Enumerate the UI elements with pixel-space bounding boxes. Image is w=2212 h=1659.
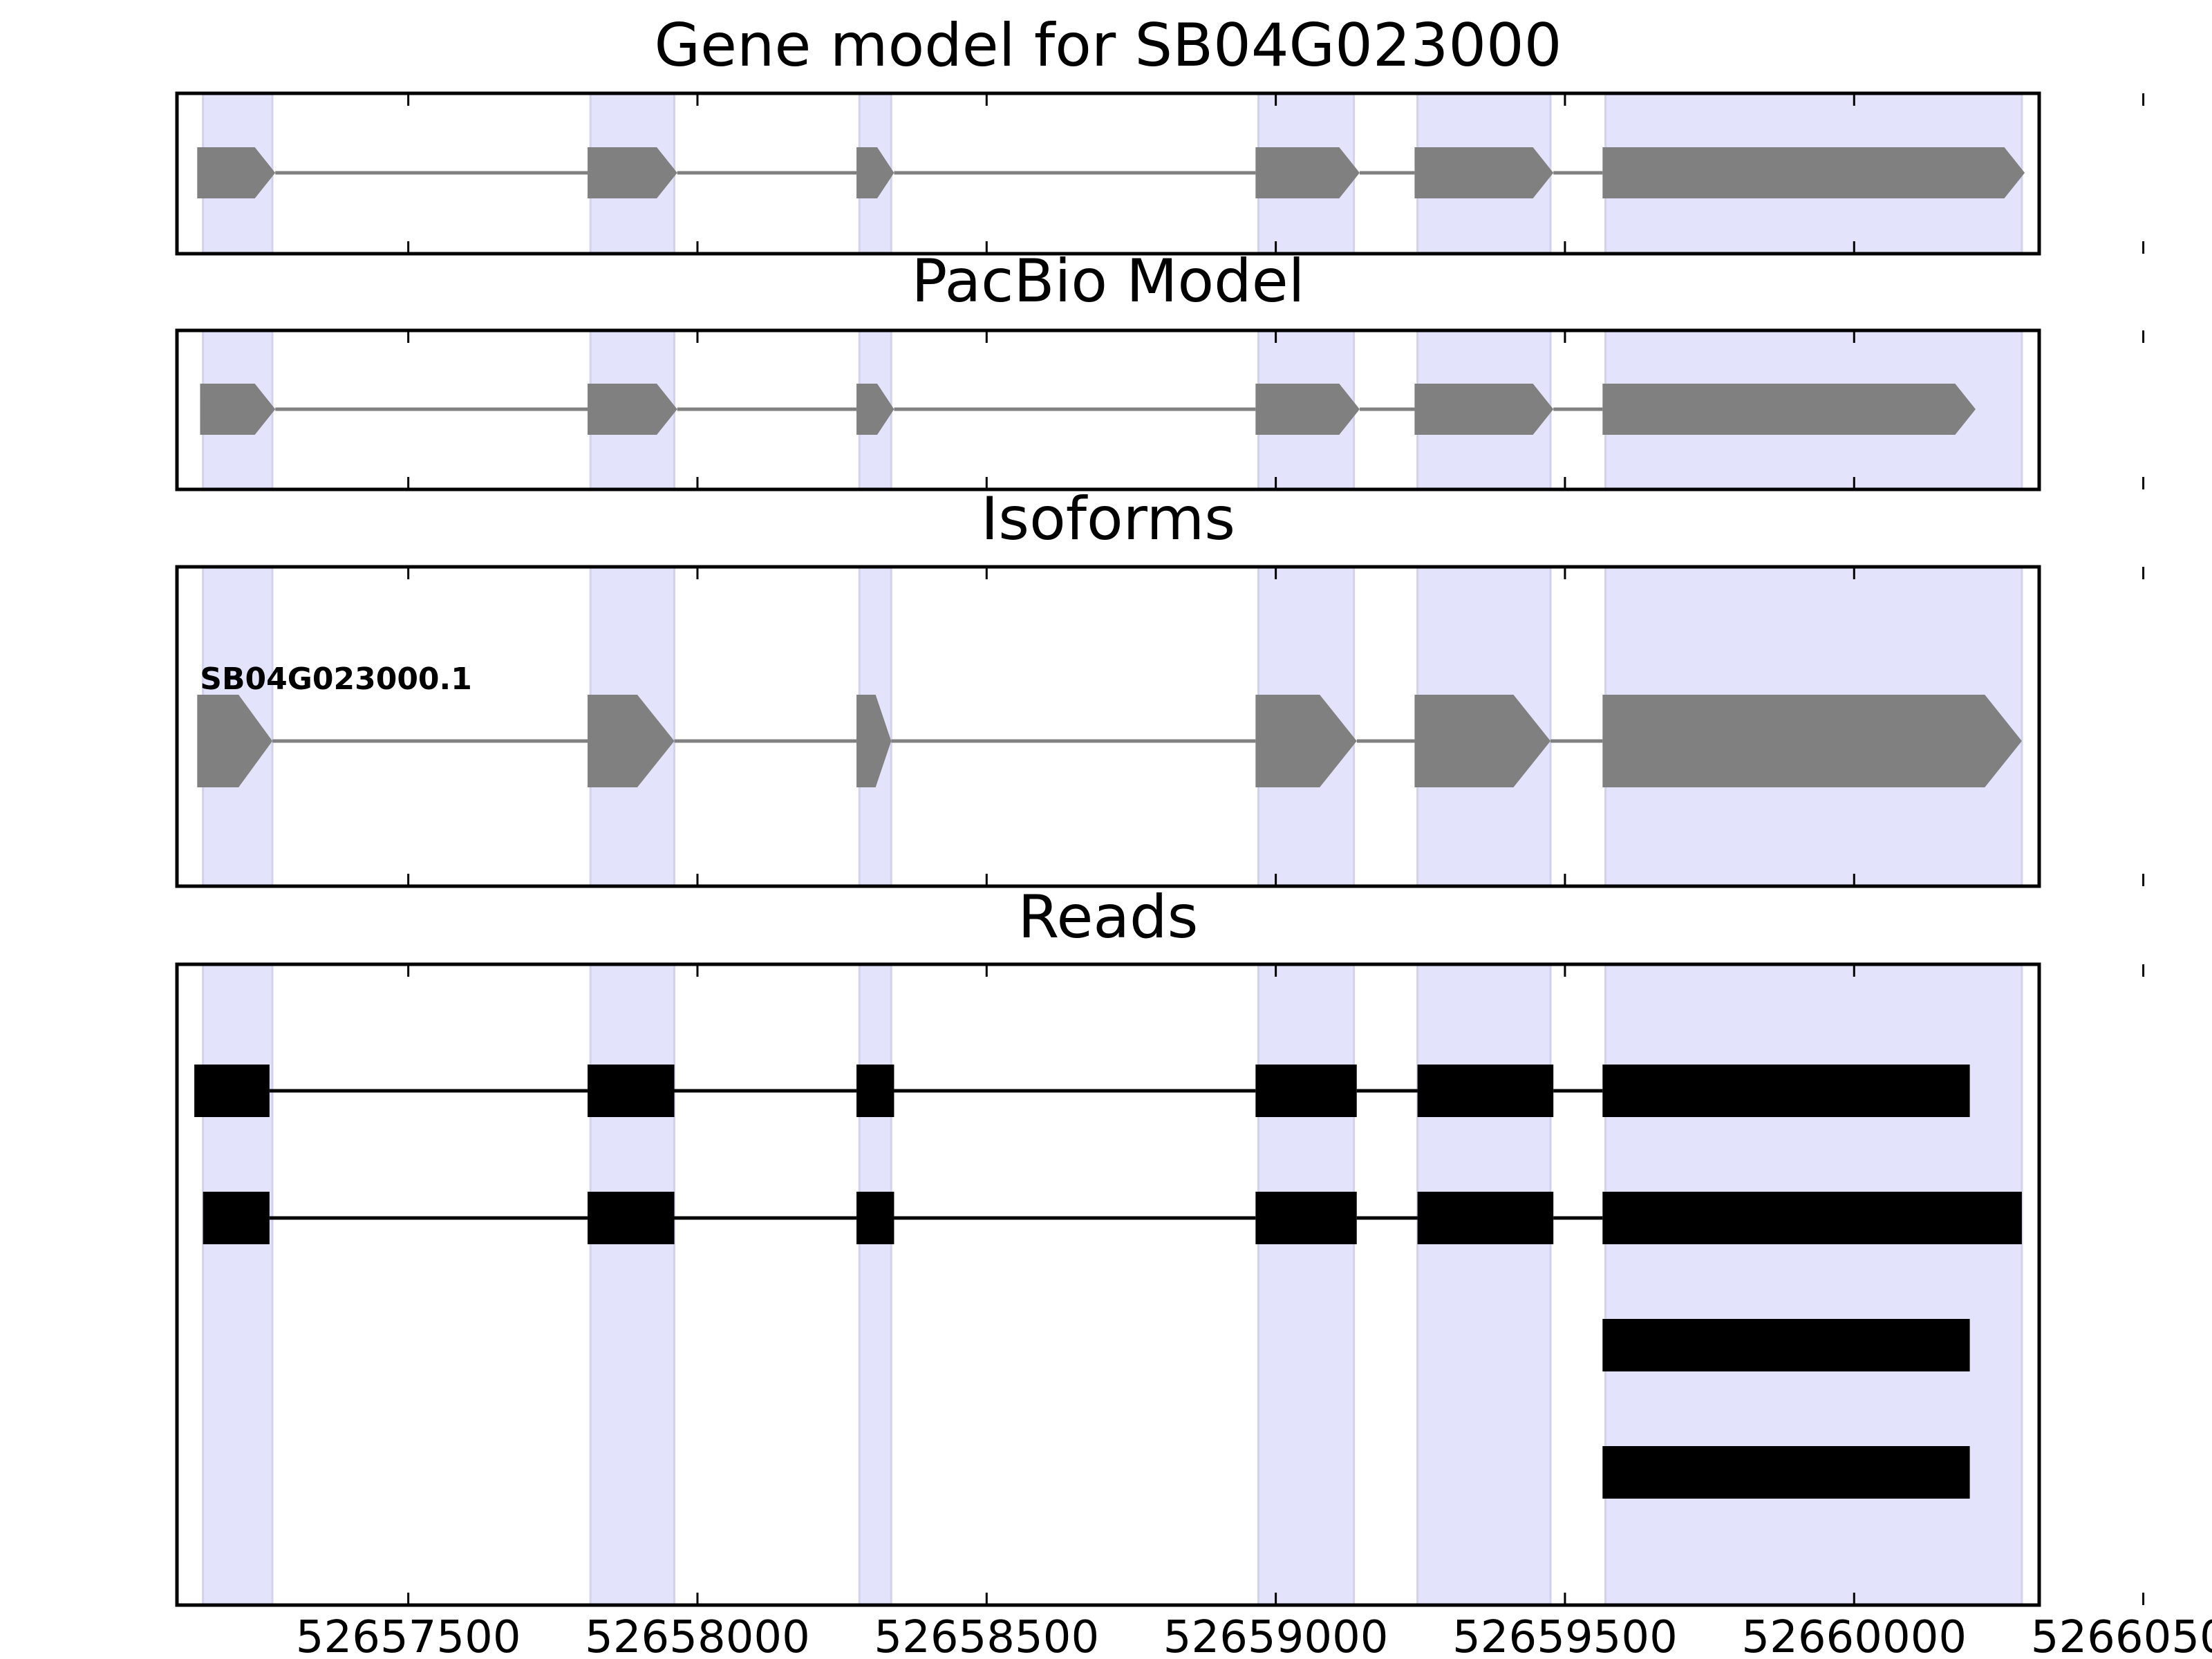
- highlight-region: [858, 963, 892, 1606]
- exon-shape: [588, 384, 677, 435]
- x-tick-label: 52660500: [2031, 1612, 2212, 1659]
- highlight-region: [1416, 963, 1552, 1606]
- exon-shape: [1414, 695, 1551, 787]
- read-exon: [1255, 1192, 1357, 1244]
- panel-title: PacBio Model: [911, 247, 1304, 316]
- x-tick-label: 52658000: [585, 1612, 810, 1659]
- exon-shape: [1602, 695, 2022, 787]
- exon-shape: [197, 695, 273, 787]
- panel-2: PacBio Model: [175, 247, 2145, 491]
- isoform-label: SB04G023000.1: [200, 662, 472, 697]
- exon-shape: [200, 384, 276, 435]
- panel-4: Reads: [175, 883, 2145, 1607]
- exon-shape: [1602, 147, 2025, 198]
- panel-frame: [175, 328, 2041, 491]
- read-exon: [1255, 1065, 1357, 1117]
- read-exon: [1417, 1192, 1554, 1244]
- read-exon: [194, 1065, 270, 1117]
- x-tick-label: 52659500: [1452, 1612, 1678, 1659]
- exon-shape: [1602, 384, 1976, 435]
- highlight-region: [1257, 963, 1356, 1606]
- highlight-region: [1604, 963, 2023, 1606]
- read-exon: [1417, 1065, 1554, 1117]
- exon-shape: [1255, 384, 1360, 435]
- exon-shape: [856, 695, 892, 787]
- read-exon: [1602, 1446, 1970, 1499]
- panel-title: Reads: [1018, 883, 1199, 952]
- highlight-region: [202, 963, 274, 1606]
- read-exon: [1602, 1065, 1970, 1117]
- panel-1: Gene model for SB04G023000: [175, 11, 2145, 256]
- x-tick-label: 52658500: [874, 1612, 1099, 1659]
- read-exon: [856, 1065, 894, 1117]
- exon-shape: [588, 147, 677, 198]
- exon-shape: [197, 147, 276, 198]
- read-exon: [856, 1192, 894, 1244]
- highlight-region: [589, 963, 676, 1606]
- panel-frame: [175, 565, 2041, 888]
- panel-frame: [175, 91, 2041, 256]
- read-exon: [1602, 1192, 2022, 1244]
- panel-title: Gene model for SB04G023000: [655, 11, 1562, 80]
- x-tick-label: 52660000: [1741, 1612, 1967, 1659]
- read-exon: [588, 1065, 675, 1117]
- exon-shape: [1255, 147, 1360, 198]
- exon-shape: [856, 384, 894, 435]
- read-exon: [588, 1192, 675, 1244]
- exon-shape: [1414, 147, 1554, 198]
- exon-shape: [1414, 384, 1554, 435]
- read-exon: [203, 1192, 270, 1244]
- panel-frame: [175, 962, 2041, 1607]
- read-exon: [1602, 1319, 1970, 1371]
- x-tick-label: 52659000: [1163, 1612, 1389, 1659]
- exon-shape: [1255, 695, 1357, 787]
- x-tick-label: 52657500: [296, 1612, 521, 1659]
- exon-shape: [856, 147, 894, 198]
- panel-title: Isoforms: [981, 485, 1235, 554]
- exon-shape: [588, 695, 675, 787]
- panel-3: Isoforms SB04G023000.1: [175, 485, 2145, 888]
